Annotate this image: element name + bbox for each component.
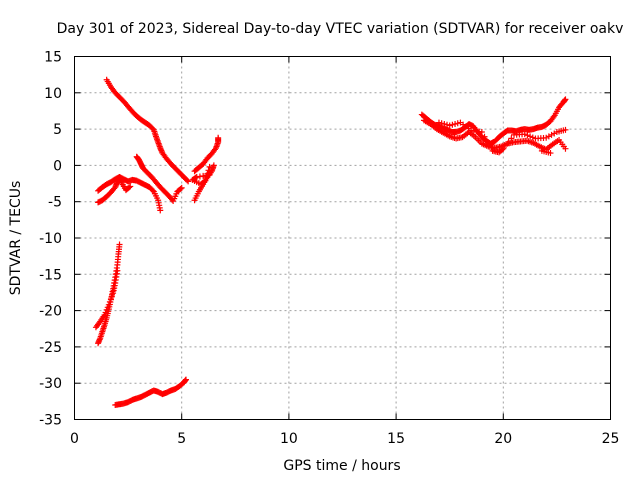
- y-tick-label: 5: [53, 122, 62, 138]
- data-point: [449, 121, 456, 128]
- data-point: [508, 135, 515, 142]
- series-9: [435, 119, 569, 157]
- data-point: [524, 132, 531, 139]
- x-axis-label: GPS time / hours: [283, 458, 400, 474]
- data-point: [126, 184, 133, 191]
- data-point: [454, 120, 461, 127]
- data-point: [444, 121, 451, 128]
- x-axis-ticks: 0 5 10 15 20 25: [70, 56, 620, 447]
- data-point: [185, 178, 192, 185]
- y-tick-label: -20: [39, 304, 62, 320]
- x-tick-label: 15: [387, 431, 405, 447]
- series-1: [95, 174, 164, 214]
- data-point: [441, 121, 448, 128]
- x-tick-label: 0: [70, 431, 79, 447]
- data-point: [178, 184, 185, 191]
- data-point: [502, 142, 509, 149]
- y-axis-label: SDTVAR / TECUs: [8, 181, 24, 296]
- y-tick-label: 15: [44, 50, 62, 66]
- data-point: [499, 146, 506, 153]
- data-point: [562, 126, 569, 133]
- series-0: [103, 76, 192, 185]
- data-point: [116, 241, 123, 248]
- data-point: [105, 301, 112, 308]
- data-point: [435, 119, 442, 126]
- y-tick-label: -25: [39, 340, 62, 356]
- data-point: [446, 122, 453, 129]
- data-point: [562, 145, 569, 152]
- x-tick-label: 10: [280, 431, 298, 447]
- series-8: [420, 117, 569, 153]
- y-tick-label: -10: [39, 231, 62, 247]
- data-point: [107, 295, 114, 302]
- data-point: [481, 133, 488, 140]
- data-point: [114, 267, 121, 274]
- data-point: [201, 178, 208, 185]
- y-tick-label: -15: [39, 267, 62, 283]
- y-tick-label: -30: [39, 376, 62, 392]
- y-tick-label: 0: [53, 158, 62, 174]
- data-point: [500, 145, 507, 152]
- series-4: [189, 134, 222, 204]
- data-point: [205, 167, 212, 174]
- data-point: [527, 133, 534, 140]
- data-point: [127, 183, 134, 190]
- y-tick-label: 10: [44, 86, 62, 102]
- data-point: [438, 120, 445, 127]
- data-point: [547, 150, 554, 157]
- series-5: [92, 241, 123, 347]
- data-point: [203, 174, 210, 181]
- data-point: [486, 143, 493, 150]
- data-point: [106, 298, 113, 305]
- chart-title: Day 301 of 2023, Sidereal Day-to-day VTE…: [57, 21, 624, 37]
- data-point: [157, 207, 164, 214]
- data-point: [484, 138, 491, 145]
- data-point: [182, 376, 189, 383]
- gridlines: [74, 56, 611, 420]
- data-point: [529, 134, 536, 141]
- y-tick-label: -35: [39, 413, 62, 429]
- data-marks: [92, 76, 569, 408]
- data-point: [177, 185, 184, 192]
- series-2: [95, 174, 134, 206]
- data-point: [521, 131, 528, 138]
- data-point: [202, 177, 209, 184]
- data-point: [505, 138, 512, 145]
- data-point: [478, 129, 485, 136]
- data-point: [184, 177, 191, 184]
- x-tick-label: 20: [494, 431, 512, 447]
- data-point: [562, 96, 569, 103]
- x-tick-label: 25: [602, 431, 620, 447]
- y-axis-ticks: -35 -30 -25 -20 -15 -10 -5 0 5 10 15: [39, 50, 611, 429]
- y-tick-label: -5: [48, 195, 62, 211]
- data-point: [109, 293, 116, 300]
- data-point: [452, 121, 459, 128]
- data-point: [215, 134, 222, 141]
- data-point: [149, 187, 156, 194]
- data-point: [204, 170, 211, 177]
- series-6: [112, 376, 189, 408]
- x-tick-label: 5: [177, 431, 186, 447]
- series-3: [133, 153, 185, 204]
- data-point: [206, 163, 213, 170]
